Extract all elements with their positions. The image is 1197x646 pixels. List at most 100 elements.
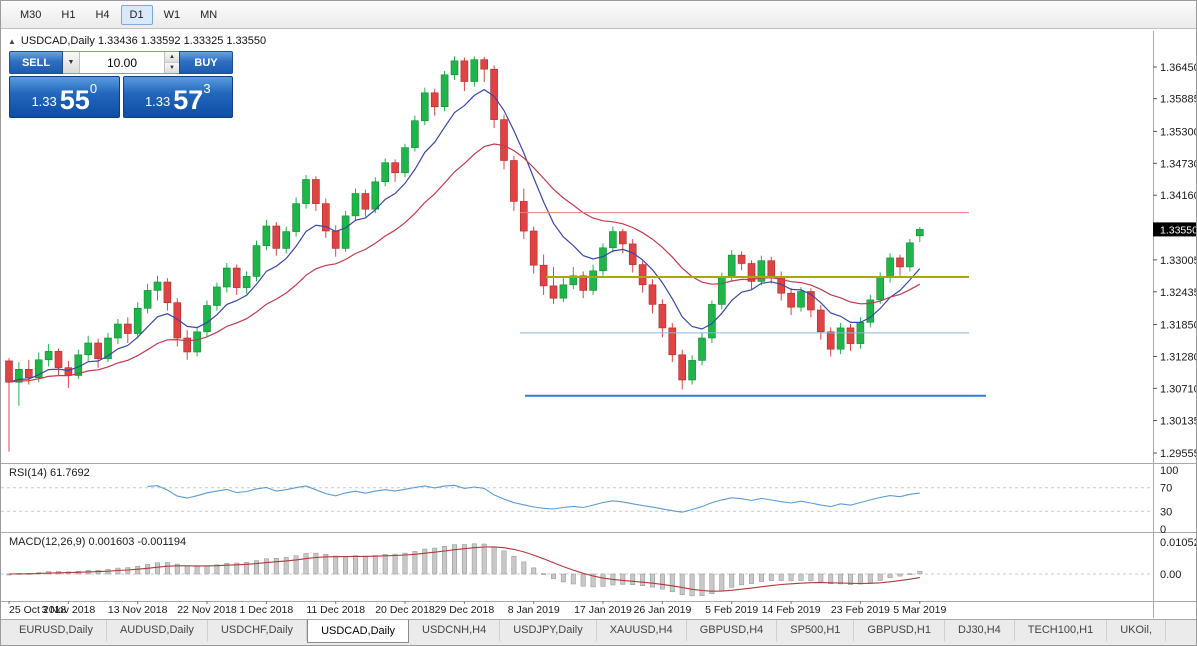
candle-body xyxy=(698,337,706,361)
ma-slow-line xyxy=(8,143,921,383)
one-click-panel-toggle-icon[interactable]: ▲ xyxy=(8,36,16,46)
candle-body xyxy=(539,264,548,287)
macd-histogram-bar xyxy=(224,562,230,575)
candle-body xyxy=(886,257,894,278)
chart-tab-xauusd-h4[interactable]: XAUUSD,H4 xyxy=(597,620,687,641)
buy-price-point: 3 xyxy=(203,81,211,96)
chart-tab-sp500-h1[interactable]: SP500,H1 xyxy=(777,620,855,641)
price-axis-label: 1.30710 xyxy=(1160,383,1197,395)
macd-histogram-bar xyxy=(392,553,398,575)
candle-body xyxy=(668,327,677,356)
timeframe-button-mn[interactable]: MN xyxy=(191,5,226,25)
chart-tab-eurusd-daily[interactable]: EURUSD,Daily xyxy=(6,620,107,641)
volume-decrease-button[interactable]: ▼ xyxy=(165,62,179,73)
macd-histogram-bar xyxy=(709,573,715,594)
candle-body xyxy=(104,337,112,360)
macd-histogram-bar xyxy=(917,570,923,575)
candle-body xyxy=(114,323,122,339)
date-label: 3 Nov 2018 xyxy=(42,604,96,616)
macd-signal-line xyxy=(8,546,920,592)
buy-button[interactable]: BUY xyxy=(179,51,233,74)
macd-histogram-bar xyxy=(808,573,814,582)
macd-histogram-bar xyxy=(699,573,705,596)
candle-body xyxy=(401,147,409,174)
macd-histogram-bar xyxy=(194,566,200,575)
volume-control: ▼ 10.00 ▲ ▼ xyxy=(63,51,179,74)
sell-button[interactable]: SELL xyxy=(9,51,63,74)
candle-body xyxy=(747,263,756,282)
candle-body xyxy=(559,284,568,299)
candle-body xyxy=(906,242,914,268)
macd-histogram-bar xyxy=(570,573,576,585)
chart-tab-usdchf-daily[interactable]: USDCHF,Daily xyxy=(208,620,308,641)
macd-histogram-bar xyxy=(481,543,487,575)
buy-price-pips: 57 xyxy=(173,85,204,116)
chart-tab-usdcad-daily[interactable]: USDCAD,Daily xyxy=(307,620,410,643)
candle-body xyxy=(143,290,152,309)
rsi-axis-label: 0 xyxy=(1160,524,1166,536)
candle-body xyxy=(807,291,815,311)
macd-histogram-bar xyxy=(452,544,457,575)
chart-tab-gbpusd-h4[interactable]: GBPUSD,H4 xyxy=(687,620,778,641)
chart-ohlc-title: ▲ USDCAD,Daily 1.33436 1.33592 1.33325 1… xyxy=(8,35,266,47)
macd-histogram-bar xyxy=(818,573,824,583)
date-label: 22 Nov 2018 xyxy=(177,604,237,616)
date-label: 8 Jan 2019 xyxy=(508,604,560,616)
volume-input[interactable]: 10.00 xyxy=(106,55,138,70)
price-axis-label: 1.35300 xyxy=(1160,126,1197,138)
chart-tab-usdcnh-h4[interactable]: USDCNH,H4 xyxy=(409,620,501,641)
buy-price-display[interactable]: 1.33 57 3 xyxy=(122,76,233,118)
candle-body xyxy=(628,243,637,265)
price-axis-label: 1.34160 xyxy=(1160,190,1197,202)
timeframe-button-d1[interactable]: D1 xyxy=(120,4,153,25)
date-label: 23 Feb 2019 xyxy=(831,604,890,616)
candle-body xyxy=(519,201,528,232)
macd-histogram-bar xyxy=(362,555,368,575)
chart-tab-audusd-daily[interactable]: AUDUSD,Daily xyxy=(107,620,208,641)
candle-body xyxy=(500,119,508,161)
candle-body xyxy=(876,277,885,301)
candle-body xyxy=(529,230,538,266)
chart-tab-tech100-h1[interactable]: TECH100,H1 xyxy=(1015,620,1108,641)
candle-body xyxy=(391,162,399,174)
timeframe-button-m30[interactable]: M30 xyxy=(11,5,50,25)
macd-histogram-bar xyxy=(630,573,636,585)
candle-body xyxy=(678,354,687,381)
macd-histogram-bar xyxy=(442,546,448,575)
candle-body xyxy=(232,267,241,288)
chevron-down-icon: ▼ xyxy=(169,65,175,71)
candle-body xyxy=(609,231,617,249)
timeframe-button-h4[interactable]: H4 xyxy=(86,5,118,25)
candle-body xyxy=(618,231,627,245)
macd-histogram-bar xyxy=(679,573,685,595)
sell-price-display[interactable]: 1.33 55 0 xyxy=(9,76,120,118)
volume-dropdown-button[interactable]: ▼ xyxy=(63,52,80,73)
candle-body xyxy=(34,359,43,378)
current-price-label: 1.33550 xyxy=(1160,224,1197,236)
candle-body xyxy=(896,257,904,268)
chart-tab-usdjpy-daily[interactable]: USDJPY,Daily xyxy=(500,620,597,641)
macd-histogram-bar xyxy=(531,567,537,575)
macd-histogram-bar xyxy=(372,555,378,575)
date-label: 5 Feb 2019 xyxy=(705,604,758,616)
macd-histogram-bar xyxy=(887,573,893,579)
candle-body xyxy=(648,284,657,305)
timeframe-button-h1[interactable]: H1 xyxy=(52,5,84,25)
sell-price-base: 1.33 xyxy=(31,94,57,109)
timeframe-button-w1[interactable]: W1 xyxy=(155,5,190,25)
candle-body xyxy=(727,254,736,278)
price-axis-label: 1.29555 xyxy=(1160,448,1197,460)
chart-tab-ukoil[interactable]: UKOil, xyxy=(1107,620,1166,641)
macd-histogram-bar xyxy=(600,573,606,587)
candle-body xyxy=(94,342,102,359)
chart-symbol-ohlc: USDCAD,Daily 1.33436 1.33592 1.33325 1.3… xyxy=(20,35,267,47)
macd-histogram-bar xyxy=(382,554,388,575)
candle-body xyxy=(213,286,221,306)
chart-tab-dj30-h4[interactable]: DJ30,H4 xyxy=(945,620,1015,641)
macd-histogram-bar xyxy=(353,555,358,575)
candle-body xyxy=(44,351,53,361)
macd-axis-label: 0.010525 xyxy=(1160,537,1197,549)
chart-tab-gbpusd-h1[interactable]: GBPUSD,H1 xyxy=(854,620,945,641)
volume-increase-button[interactable]: ▲ xyxy=(165,52,179,62)
